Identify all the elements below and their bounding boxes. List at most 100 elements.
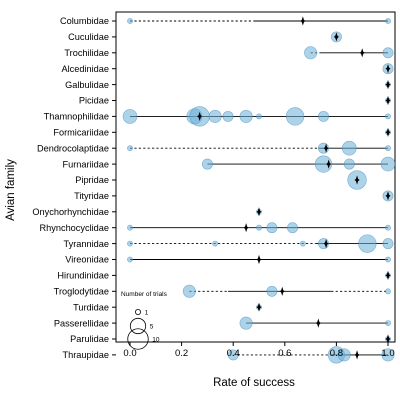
data-point [182,284,196,298]
x-tick-label: 0.8 [330,348,343,359]
x-axis-title: Rate of success [213,377,295,389]
data-point [385,113,391,120]
median-marker [354,175,360,185]
data-point [266,222,278,234]
legend-symbol [129,317,147,335]
legend-title: Number of trials [121,291,168,298]
median-marker [323,143,329,153]
median-marker [385,270,391,280]
data-point [208,109,222,123]
median-marker [385,127,391,137]
x-tick-label: 0.6 [278,348,291,359]
family-label: Tityridae [74,191,109,201]
median-marker [333,32,339,42]
y-axis-title: Avian family [5,159,17,221]
family-label: Parulidae [70,334,109,344]
x-tick-label: 1.0 [381,348,394,359]
median-marker [256,207,262,217]
data-point [382,238,394,250]
data-point [385,145,391,152]
median-marker [354,350,360,360]
median-marker [243,223,249,233]
legend-label: 5 [150,323,154,330]
family-label: Hirundinidae [57,271,109,281]
family-label: Pipridae [75,175,109,185]
legend-symbol [134,308,141,315]
family-label: Troglodytidae [54,287,109,297]
x-tick-label: 0.4 [227,348,240,359]
median-marker [359,48,365,58]
data-point [285,107,305,126]
data-point [256,113,262,120]
data-point [239,316,253,330]
family-label: Galbulidae [65,80,109,90]
data-point [239,109,253,123]
data-point [385,224,391,231]
data-point [127,18,133,24]
family-label: Rhynchocyclidae [40,223,109,233]
median-marker [300,16,306,26]
median-marker [256,302,262,312]
family-label: Alcedinidae [61,64,109,74]
data-point [343,158,355,170]
median-marker [197,111,203,121]
family-label: Formicariidae [53,128,109,138]
family-label: Thraupidae [63,350,109,360]
median-marker [385,80,391,90]
median-markers [197,16,391,360]
data-point [385,256,391,263]
family-label: Picidae [79,96,109,106]
data-point [385,320,391,326]
data-point [382,47,394,59]
data-point [287,222,298,234]
data-point [341,140,357,156]
data-point [337,348,351,362]
data-point [380,156,396,172]
median-marker [315,318,321,328]
median-marker [385,64,391,74]
data-points [122,18,396,364]
family-label: Columbidae [60,16,109,26]
x-tick-label: 0.0 [123,348,136,359]
family-label: Furnariidae [63,159,109,169]
family-label: Trochilidae [64,48,109,58]
median-marker [326,159,332,169]
median-marker [256,254,262,265]
family-label: Vireonidae [65,255,109,265]
family-label: Cuculidae [68,32,109,42]
data-point [256,224,262,231]
x-tick-label: 0.2 [175,348,188,359]
data-point [358,234,377,253]
data-point [127,224,133,231]
data-point [314,155,333,173]
legend-symbol [127,328,149,350]
data-point [385,18,391,24]
median-marker [385,191,391,201]
data-point [212,240,219,247]
data-point [318,110,329,122]
plot-frame-border [115,11,396,343]
family-label: Tyrannidae [64,239,109,249]
data-point [385,288,391,295]
data-point [122,109,138,124]
median-marker [279,286,285,296]
median-marker [385,334,391,344]
family-label: Turdidae [73,302,109,312]
family-label: Dendrocolaptidae [37,143,109,153]
family-labels: Columbidae Cuculidae Trochilidae Alcedinida… [32,16,116,360]
legend: Number of trials 15 10 [121,291,168,350]
x-axis-ticks: 0.0 0.2 0.4 0.6 0.8 1.0 [123,342,395,359]
data-point [266,285,278,297]
data-point [127,240,133,247]
data-point [227,349,239,361]
median-marker [323,239,329,249]
data-point [299,240,306,247]
data-point [381,348,395,362]
family-label: Thamnophilidae [44,112,109,122]
median-marker [385,95,391,106]
plot-frame [115,11,396,343]
data-point [304,46,318,60]
data-point [127,145,133,152]
legend-label: 10 [152,336,160,343]
